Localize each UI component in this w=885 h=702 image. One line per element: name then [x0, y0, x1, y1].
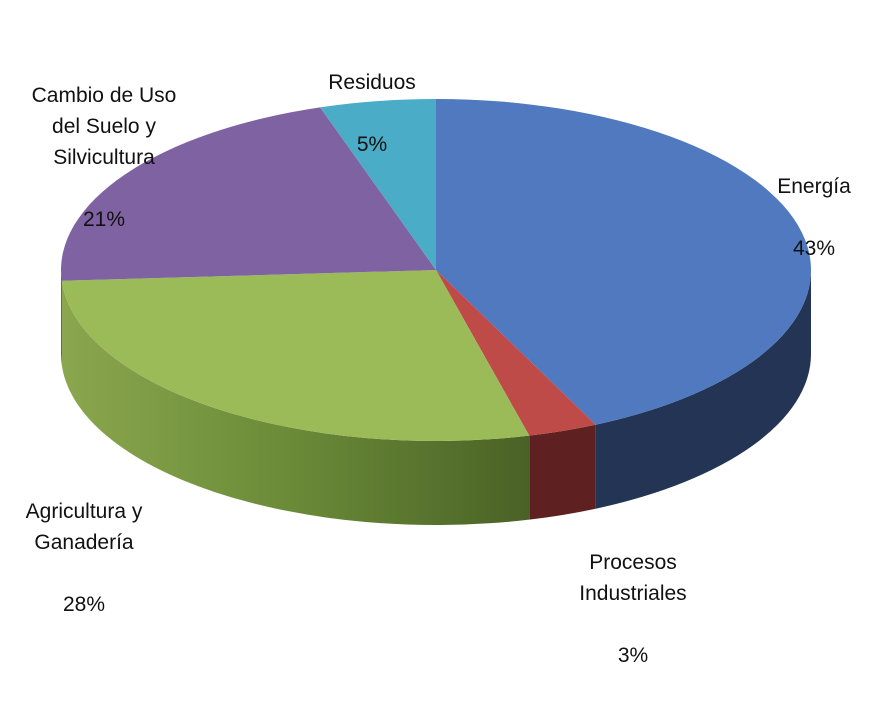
pie-slice-energia — [436, 99, 811, 425]
slice-label-agricultura-ganaderia: Agricultura y Ganadería 28% — [4, 465, 164, 651]
slice-percent: 21% — [82, 208, 126, 231]
pie-slice-cambio-de-uso-del-suelo-y-silvicultura — [60, 107, 436, 281]
slice-percent: 43% — [792, 237, 836, 260]
pie-top-faces — [60, 99, 811, 441]
pie-side-agricultura-y-ganaderia — [61, 280, 530, 526]
slice-label-residuos: Residuos 5% — [312, 36, 432, 191]
pie-slice-procesos-industriales — [436, 270, 596, 436]
pie-slice-agricultura-y-ganaderia — [61, 270, 530, 441]
slice-label-cambio-uso-suelo: Cambio de Uso del Suelo y Silvicultura 2… — [14, 49, 194, 266]
slice-name: Agricultura y Ganadería — [25, 500, 143, 554]
pie-side-energia — [595, 270, 811, 509]
pie-chart — [60, 99, 811, 526]
slice-label-energia: Energía 43% — [754, 140, 874, 295]
slice-name: Residuos — [328, 71, 416, 94]
slice-name: Energía — [777, 175, 851, 198]
slice-name: Procesos Industriales — [579, 551, 687, 605]
slice-label-procesos-industriales: Procesos Industriales 3% — [558, 516, 708, 702]
slice-name: Cambio de Uso del Suelo y Silvicultura — [31, 84, 177, 169]
pie-slice-residuos — [320, 99, 436, 270]
pie-side-cambio-de-uso-del-suelo-y-silvicultura — [61, 270, 62, 365]
pie-side-walls — [61, 270, 811, 526]
slice-percent: 5% — [356, 133, 388, 156]
pie-side-procesos-industriales — [529, 424, 596, 520]
slice-percent: 28% — [62, 593, 106, 616]
slice-percent: 3% — [617, 644, 649, 667]
